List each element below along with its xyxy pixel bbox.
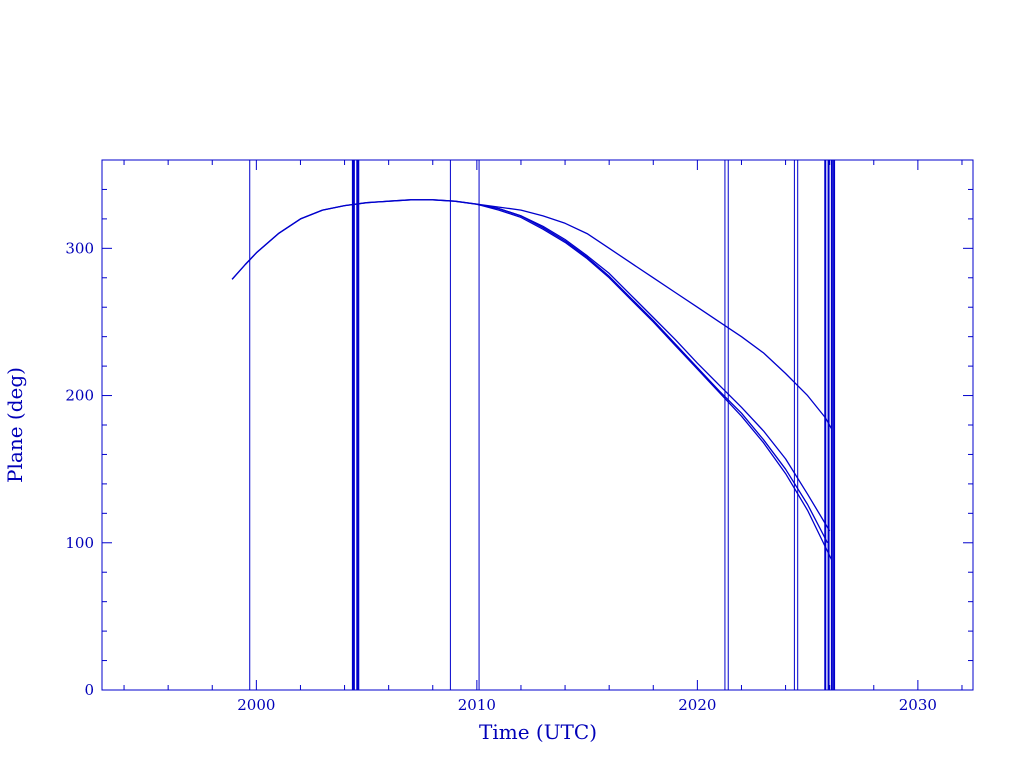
x-tick-label: 2000 [237, 696, 275, 714]
series-line [231, 199, 829, 544]
x-axis-title: Time (UTC) [479, 720, 597, 744]
y-tick-label: 200 [65, 387, 94, 405]
tick-labels-group: 2000 2010 2020 2030 0 100 200 300 [65, 239, 937, 714]
y-axis-title: Plane (deg) [3, 367, 27, 483]
y-tick-label: 300 [65, 239, 94, 257]
ticks-group [102, 159, 973, 691]
y-tick-label: 100 [65, 534, 94, 552]
plot-frame [101, 159, 974, 691]
y-tick-label: 0 [84, 681, 94, 699]
x-tick-label: 2030 [899, 696, 937, 714]
x-tick-label: 2010 [458, 696, 496, 714]
series-group [231, 199, 833, 561]
series-line [476, 203, 833, 561]
series-line [476, 203, 831, 532]
vertical-lines-group [249, 160, 836, 690]
x-tick-label: 2020 [678, 696, 716, 714]
series-line [231, 199, 833, 430]
